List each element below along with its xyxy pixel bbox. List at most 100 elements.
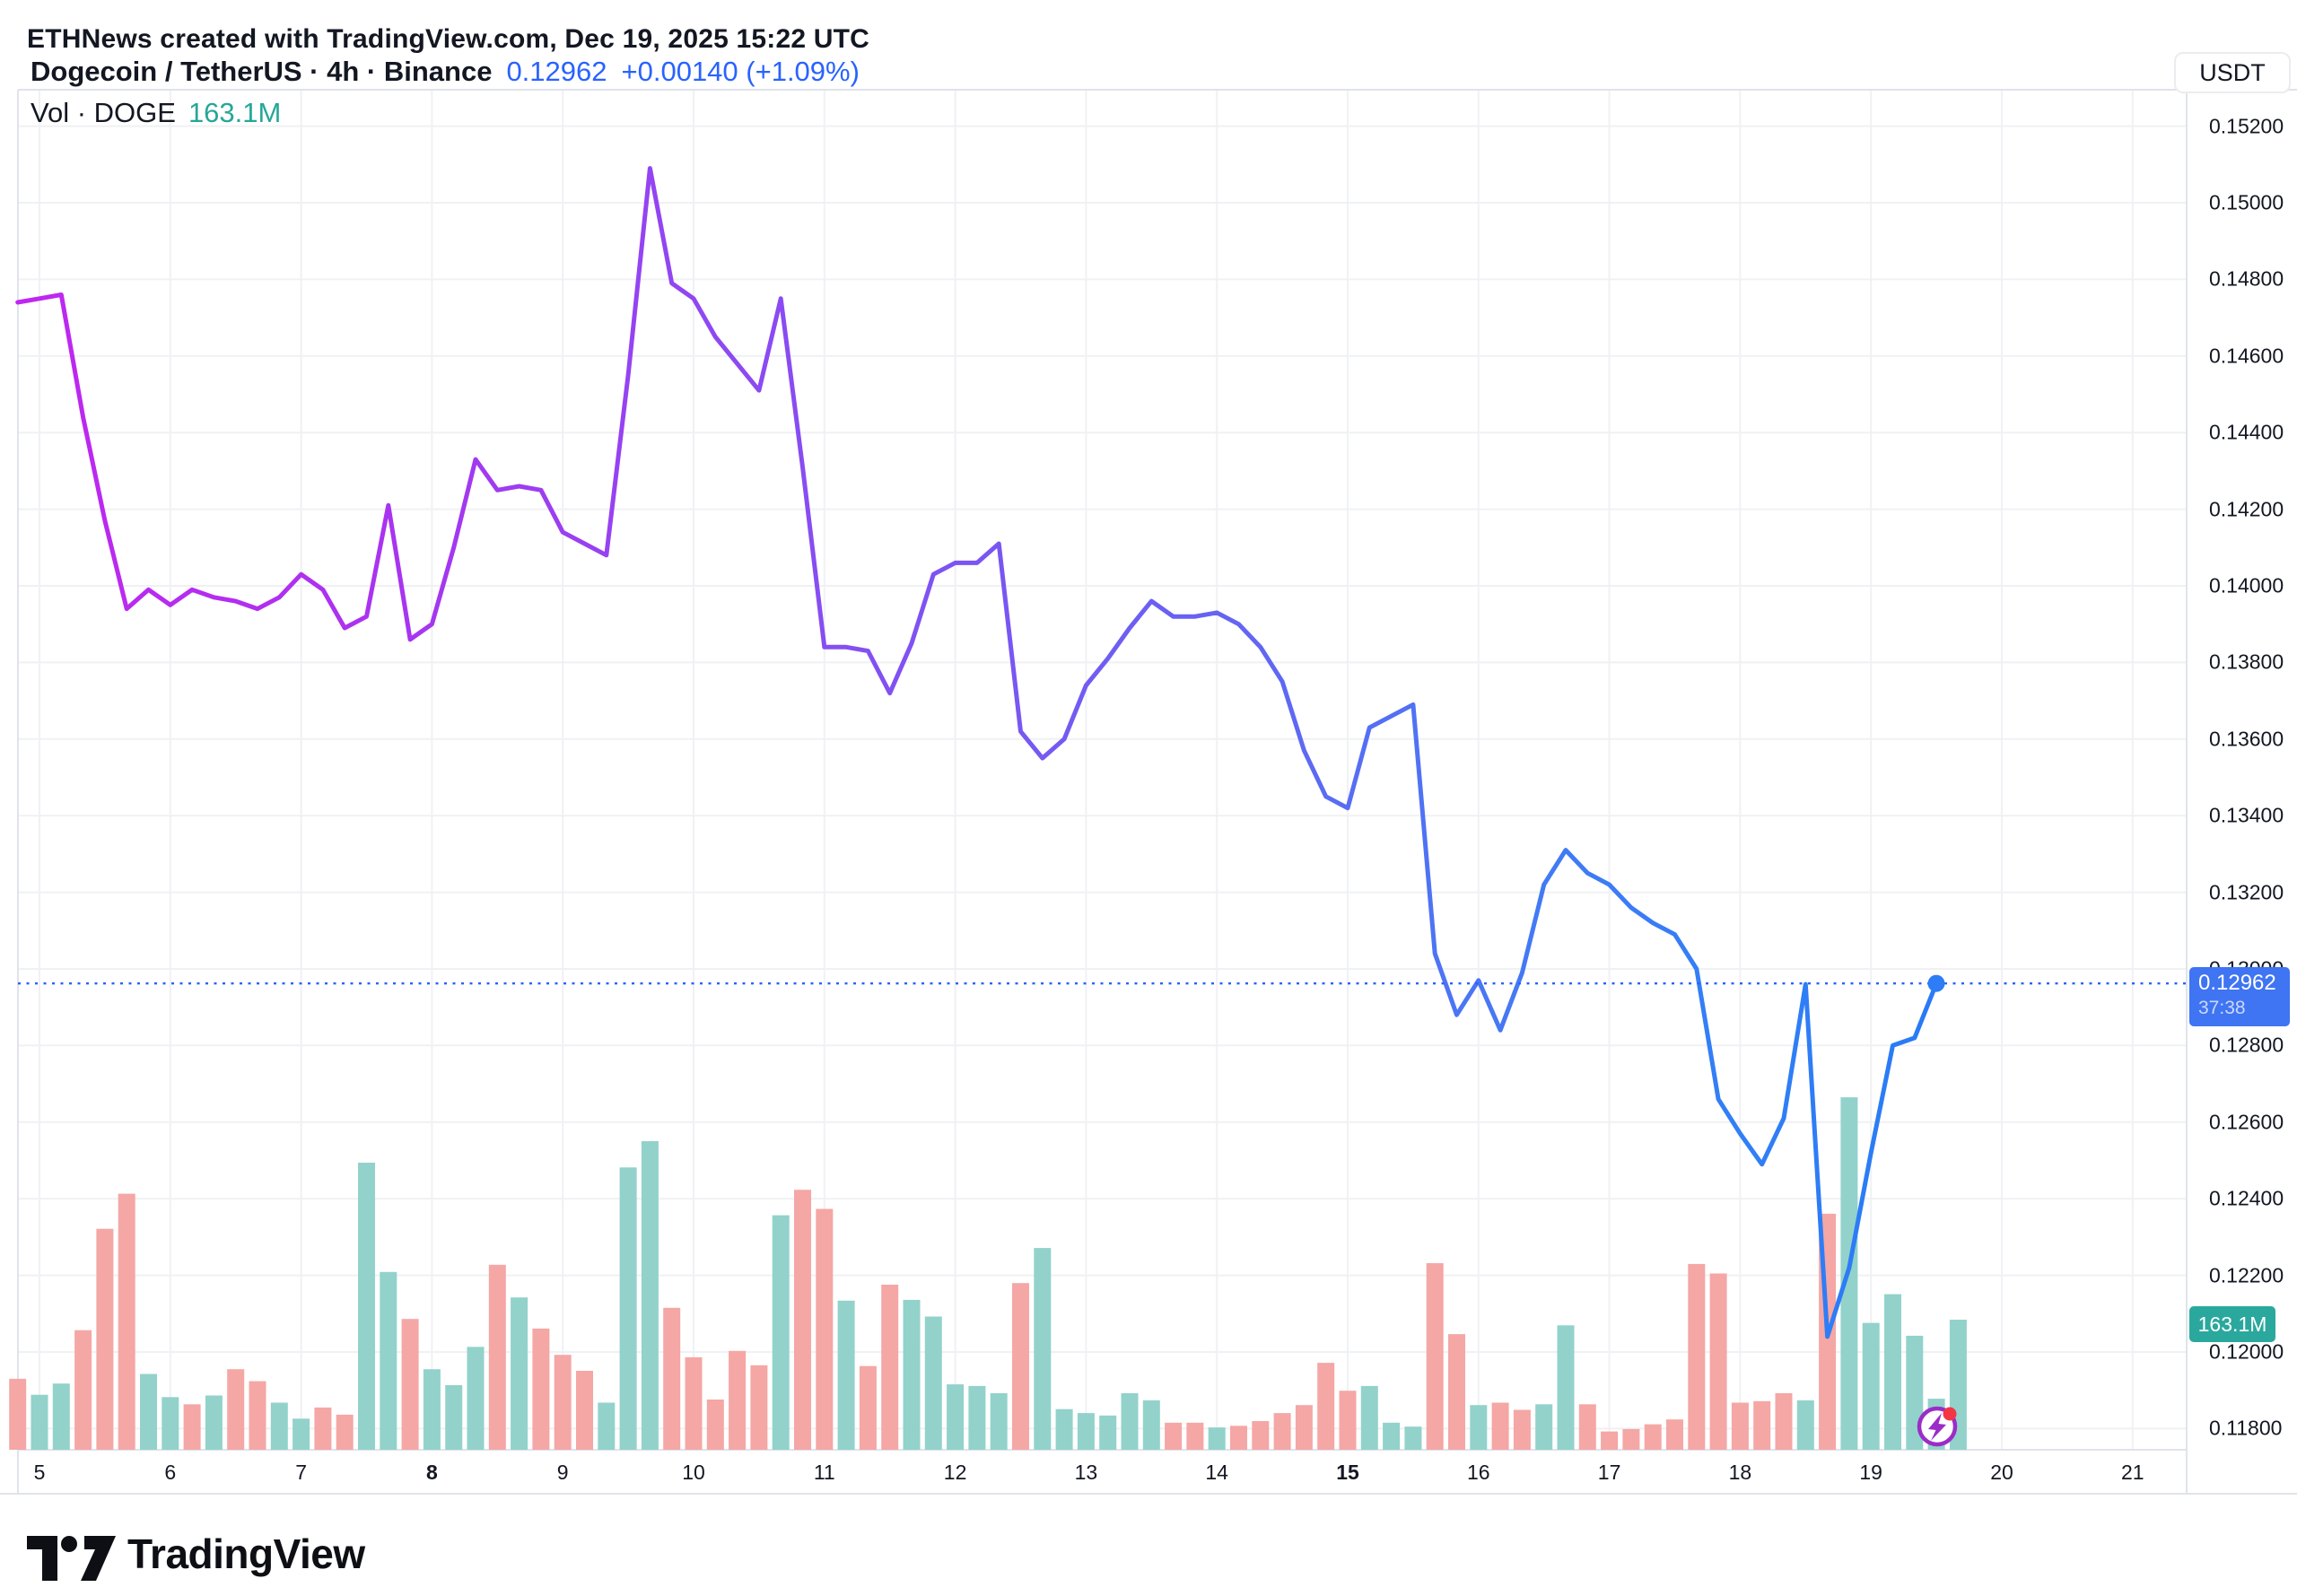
- volume-bar[interactable]: [685, 1356, 703, 1450]
- volume-bar[interactable]: [968, 1385, 986, 1450]
- volume-bar[interactable]: [205, 1395, 223, 1451]
- volume-bar[interactable]: [270, 1402, 288, 1451]
- bar-countdown: 37:38: [2198, 998, 2246, 1018]
- volume-bar[interactable]: [576, 1371, 593, 1450]
- volume-bar[interactable]: [1709, 1273, 1727, 1451]
- volume-bar[interactable]: [1666, 1419, 1683, 1450]
- volume-bar[interactable]: [31, 1394, 48, 1450]
- volume-bar[interactable]: [1360, 1385, 1378, 1450]
- volume-bar[interactable]: [1470, 1405, 1488, 1450]
- volume-bar[interactable]: [1186, 1422, 1204, 1450]
- volume-bar[interactable]: [1535, 1404, 1553, 1450]
- volume-bar[interactable]: [729, 1350, 747, 1450]
- volume-bar[interactable]: [423, 1369, 441, 1450]
- volume-bar[interactable]: [1055, 1408, 1073, 1450]
- volume-bar[interactable]: [1230, 1426, 1247, 1450]
- volume-bar[interactable]: [750, 1365, 768, 1450]
- symbol-title[interactable]: Dogecoin / TetherUS · 4h · Binance: [31, 56, 493, 87]
- currency-toggle-button[interactable]: USDT: [2174, 52, 2291, 93]
- tradingview-wordmark[interactable]: TradingView: [127, 1531, 365, 1577]
- volume-bar[interactable]: [598, 1402, 616, 1451]
- volume-bar[interactable]: [532, 1328, 550, 1450]
- volume-bar[interactable]: [772, 1215, 790, 1450]
- volume-bar[interactable]: [816, 1208, 834, 1451]
- volume-bar[interactable]: [706, 1400, 724, 1450]
- volume-bar[interactable]: [1165, 1422, 1183, 1450]
- volume-bar[interactable]: [293, 1418, 310, 1450]
- volume-bar[interactable]: [140, 1374, 157, 1451]
- volume-bar[interactable]: [1295, 1405, 1313, 1450]
- volume-bar[interactable]: [74, 1330, 92, 1450]
- volume-bar[interactable]: [1317, 1363, 1335, 1450]
- tradingview-logo-icon[interactable]: [27, 1536, 116, 1581]
- volume-bar[interactable]: [554, 1355, 572, 1450]
- volume-bar[interactable]: [1601, 1431, 1619, 1450]
- volume-bar[interactable]: [1731, 1402, 1749, 1451]
- volume-bar[interactable]: [511, 1297, 528, 1450]
- volume-bar[interactable]: [488, 1264, 506, 1450]
- volume-bar[interactable]: [1491, 1402, 1509, 1451]
- time-axis-label: 17: [1597, 1461, 1621, 1484]
- volume-bar[interactable]: [1622, 1428, 1640, 1450]
- volume-bar[interactable]: [1796, 1400, 1814, 1450]
- volume-title[interactable]: Vol · DOGE: [31, 97, 176, 128]
- volume-bar[interactable]: [1252, 1421, 1270, 1450]
- volume-bar[interactable]: [1513, 1409, 1531, 1451]
- volume-bar[interactable]: [1034, 1248, 1052, 1450]
- volume-bar[interactable]: [52, 1383, 70, 1450]
- volume-bar[interactable]: [1578, 1404, 1596, 1450]
- flash-logo-icon[interactable]: [1917, 1406, 1958, 1447]
- volume-bar[interactable]: [227, 1369, 245, 1450]
- volume-bar[interactable]: [1404, 1426, 1422, 1450]
- volume-bar[interactable]: [118, 1193, 135, 1450]
- volume-bar[interactable]: [990, 1392, 1008, 1450]
- volume-bar[interactable]: [859, 1365, 877, 1450]
- volume-bar[interactable]: [1383, 1422, 1401, 1450]
- volume-bar[interactable]: [336, 1414, 354, 1450]
- volume-bar[interactable]: [1644, 1424, 1662, 1450]
- volume-bar[interactable]: [794, 1190, 811, 1450]
- volume-bar[interactable]: [401, 1319, 419, 1450]
- volume-bar[interactable]: [1339, 1391, 1357, 1450]
- volume-bar[interactable]: [903, 1299, 921, 1450]
- volume-bar[interactable]: [1557, 1325, 1575, 1450]
- volume-bar[interactable]: [1426, 1263, 1444, 1450]
- volume-bar[interactable]: [1099, 1415, 1117, 1450]
- price-axis-label: 0.13200: [2209, 880, 2284, 904]
- volume-bar[interactable]: [380, 1271, 397, 1450]
- volume-bar[interactable]: [641, 1141, 659, 1450]
- volume-bar[interactable]: [314, 1407, 332, 1450]
- volume-bar[interactable]: [467, 1347, 485, 1450]
- volume-bar[interactable]: [619, 1167, 637, 1450]
- price-line[interactable]: [15, 166, 1939, 1339]
- volume-bar[interactable]: [1448, 1334, 1465, 1450]
- volume-bar[interactable]: [1121, 1392, 1139, 1450]
- volume-bar[interactable]: [837, 1300, 855, 1450]
- price-axis-label: 0.13400: [2209, 803, 2284, 827]
- volume-bar[interactable]: [881, 1285, 899, 1450]
- volume-header: Vol · DOGE 163.1M: [31, 97, 281, 129]
- volume-bar[interactable]: [1688, 1263, 1706, 1450]
- volume-bar[interactable]: [1273, 1413, 1291, 1450]
- time-axis-label: 15: [1336, 1461, 1359, 1484]
- volume-bar[interactable]: [1753, 1400, 1771, 1450]
- volume-bar[interactable]: [924, 1316, 942, 1451]
- volume-bar[interactable]: [1884, 1294, 1901, 1450]
- volume-bar[interactable]: [9, 1378, 27, 1450]
- volume-bar[interactable]: [947, 1384, 965, 1450]
- volume-bar[interactable]: [358, 1163, 375, 1450]
- volume-bar[interactable]: [1142, 1400, 1160, 1450]
- volume-bar[interactable]: [96, 1228, 114, 1450]
- volume-bar[interactable]: [1208, 1427, 1226, 1450]
- volume-bar[interactable]: [445, 1385, 463, 1450]
- volume-bar[interactable]: [1077, 1413, 1095, 1450]
- volume-bar[interactable]: [1775, 1392, 1793, 1450]
- volume-bar[interactable]: [663, 1307, 681, 1450]
- volume-bar[interactable]: [1862, 1322, 1880, 1450]
- volume-bar[interactable]: [249, 1381, 266, 1451]
- volume-bar[interactable]: [1012, 1283, 1029, 1450]
- volume-bar[interactable]: [162, 1397, 179, 1450]
- volume-bar[interactable]: [183, 1404, 201, 1450]
